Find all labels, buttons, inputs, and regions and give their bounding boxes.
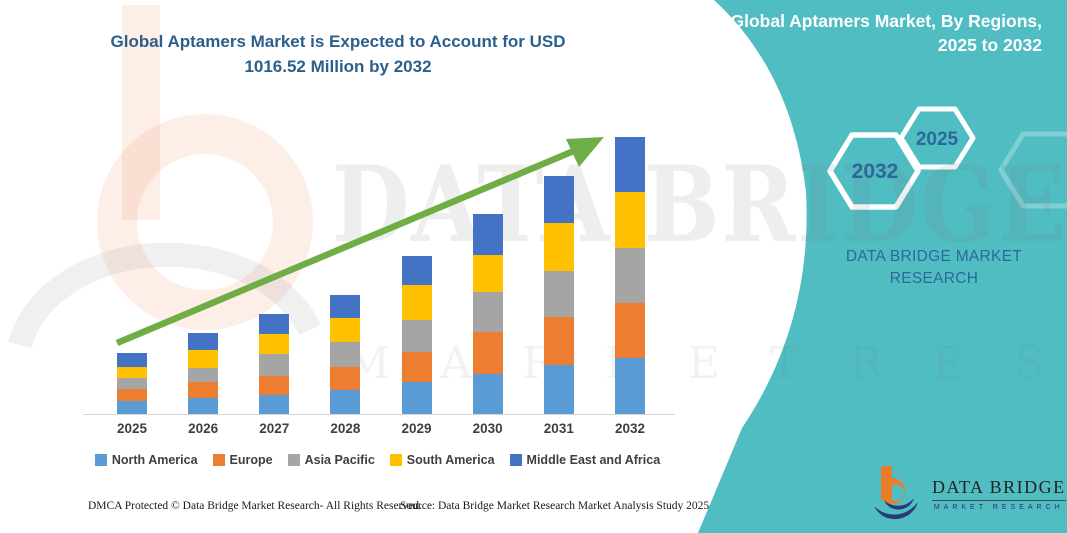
bar-segment [188, 333, 219, 351]
bar-segment [614, 247, 645, 304]
bar-2025 [117, 353, 147, 414]
legend-item: Asia Pacific [287, 453, 375, 467]
bar-segment [401, 351, 432, 383]
legend-label: South America [406, 453, 495, 467]
legend-item: South America [389, 453, 495, 467]
logo-subtitle: MARKET RESEARCH [933, 504, 1064, 511]
bar-segment [259, 333, 290, 354]
brand-name-text: DATA BRIDGE MARKET RESEARCH [845, 248, 1023, 287]
bar-2027 [259, 313, 290, 414]
bar-segment [543, 317, 574, 365]
hexagon-2032-label: 2032 [851, 160, 899, 183]
bar-segment [117, 366, 147, 379]
bar-segment [401, 285, 432, 320]
bar-segment [401, 255, 432, 286]
hexagon-2032-icon [827, 132, 921, 210]
teal-panel-path [698, 0, 1067, 533]
bar-segment [401, 319, 432, 352]
legend-label: Europe [229, 453, 273, 467]
legend-item: Middle East and Africa [509, 453, 661, 467]
bar-segment [188, 367, 219, 382]
x-axis-line [83, 414, 675, 415]
legend-item: North America [94, 453, 198, 467]
bar-segment [188, 381, 219, 398]
hexagon-2025-label: 2025 [915, 129, 959, 150]
bar-segment [401, 382, 432, 414]
bar-segment [259, 353, 290, 376]
bar-segment [543, 175, 574, 224]
bar-segment [330, 342, 361, 368]
hexagon-watermark-icon [998, 131, 1067, 209]
logo-name: DATA BRIDGE [932, 477, 1066, 501]
bar-2026 [188, 333, 219, 414]
company-logo: DATA BRIDGE MARKET RESEARCH [872, 466, 1066, 522]
bar-segment [614, 358, 645, 414]
bar-segment [614, 137, 645, 192]
legend-label: Middle East and Africa [526, 453, 661, 467]
bar-segment [188, 350, 219, 368]
bar-segment [188, 397, 219, 414]
bar-segment [614, 191, 645, 248]
bar-segment [330, 318, 361, 343]
x-axis-label: 2032 [614, 421, 645, 436]
x-axis-label: 2025 [116, 421, 148, 436]
bar-segment [543, 270, 574, 318]
bar-segment [330, 367, 361, 390]
hexagon-2025-icon [898, 106, 976, 170]
bar-segment [117, 353, 147, 367]
legend-swatch-icon [212, 454, 225, 466]
legend-swatch-icon [94, 454, 107, 466]
legend-item: Europe [212, 453, 273, 467]
bar-2028 [330, 294, 361, 414]
panel-title: Global Aptamers Market, By Regions, 2025… [730, 11, 1042, 55]
bar-segment [543, 223, 574, 271]
stacked-bar-chart [85, 120, 670, 414]
legend-swatch-icon [509, 454, 522, 466]
x-axis-label: 2026 [188, 421, 219, 436]
legend-swatch-icon [389, 454, 402, 466]
bar-segment [330, 294, 361, 319]
chart-legend: North America Europe Asia Pacific South Ame… [70, 453, 685, 467]
bar-segment [614, 303, 645, 359]
bar-2031 [543, 175, 574, 414]
logo-text-block: DATA BRIDGE MARKET RESEARCH [932, 477, 1066, 511]
bar-segment [543, 364, 574, 414]
bar-segment [472, 331, 503, 374]
bar-segment [259, 394, 290, 414]
bar-segment [472, 373, 503, 414]
x-axis-label: 2031 [543, 421, 574, 436]
bar-segment [259, 313, 290, 334]
copyright-text: DMCA Protected © Data Bridge Market Rese… [88, 500, 422, 512]
page-title: Global Aptamers Market is Expected to Ac… [110, 32, 566, 76]
bar-2030 [472, 214, 503, 414]
x-axis-label: 2028 [330, 421, 361, 436]
bar-segment [117, 378, 147, 389]
bar-segment [117, 388, 147, 401]
bar-segment [117, 400, 147, 414]
x-axis-label: 2027 [259, 421, 290, 436]
legend-label: Asia Pacific [304, 453, 375, 467]
legend-label: North America [111, 453, 198, 467]
legend-swatch-icon [287, 454, 300, 466]
bar-2029 [401, 255, 432, 414]
bar-segment [259, 375, 290, 395]
source-text: Source: Data Bridge Market Research Mark… [400, 500, 710, 512]
bar-segment [472, 291, 503, 332]
x-axis-label: 2030 [472, 421, 503, 436]
x-axis-label: 2029 [401, 421, 432, 436]
bar-segment [330, 389, 361, 414]
data-bridge-logo-icon [874, 466, 918, 520]
bar-2032 [614, 137, 645, 414]
bar-segment [472, 255, 503, 292]
bar-segment [472, 214, 503, 256]
